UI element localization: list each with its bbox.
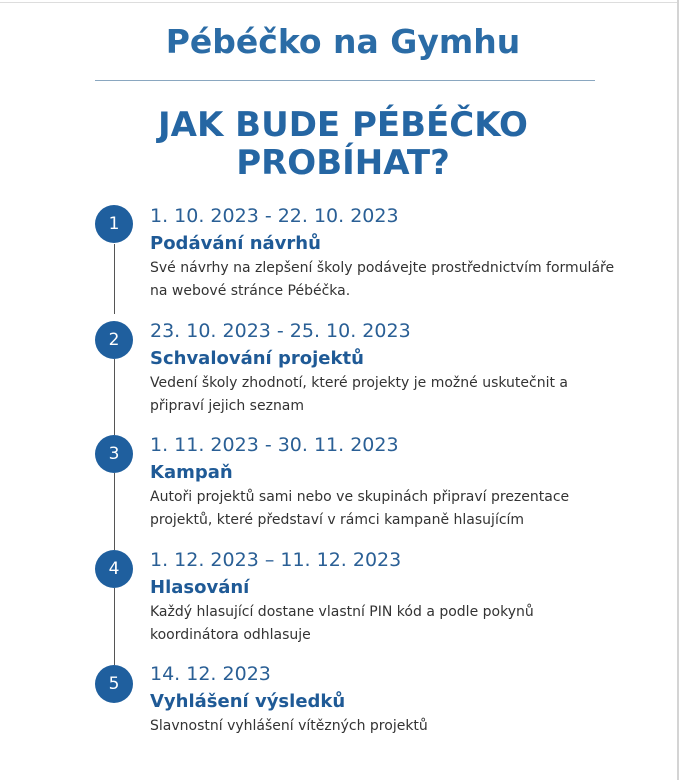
timeline-connector: [114, 244, 115, 314]
step-description: Své návrhy na zlepšení školy podávejte p…: [150, 260, 615, 299]
step-number-badge: 1: [95, 205, 133, 243]
step-title: Hlasování: [150, 577, 250, 598]
timeline-connector: [114, 359, 115, 435]
step-date: 23. 10. 2023 - 25. 10. 2023: [150, 320, 411, 342]
page-edge-right: [677, 0, 679, 780]
heading-line-1: JAK BUDE PÉBÉČKO: [158, 105, 528, 145]
step-number-badge: 3: [95, 435, 133, 473]
step-number-badge: 4: [95, 550, 133, 588]
step-title: Schvalování projektů: [150, 348, 364, 369]
timeline-connector: [114, 588, 115, 665]
step-date: 1. 12. 2023 – 11. 12. 2023: [150, 549, 402, 571]
step-description: Každý hlasující dostane vlastní PIN kód …: [150, 604, 534, 643]
step-title: Vyhlášení výsledků: [150, 691, 346, 712]
timeline-connector: [114, 473, 115, 550]
step-number-badge: 2: [95, 321, 133, 359]
page-title: Pébéčko na Gymhu: [165, 22, 521, 61]
section-heading: JAK BUDE PÉBÉČKO PROBÍHAT?: [0, 106, 686, 182]
step-description: Autoři projektů sami nebo ve skupinách p…: [150, 489, 570, 528]
step-date: 1. 10. 2023 - 22. 10. 2023: [150, 205, 399, 227]
step-date: 1. 11. 2023 - 30. 11. 2023: [150, 434, 399, 456]
step-description: Slavnostní vyhlášení vítězných projektů: [150, 718, 428, 734]
divider: [95, 80, 595, 81]
step-title: Kampaň: [150, 462, 233, 483]
step-date: 14. 12. 2023: [150, 663, 271, 685]
step-description: Vedení školy zhodnotí, které projekty je…: [150, 375, 568, 414]
step-title: Podávání návrhů: [150, 233, 321, 254]
heading-line-2: PROBÍHAT?: [236, 143, 450, 183]
step-number-badge: 5: [95, 665, 133, 703]
page-edge-top: [0, 2, 677, 3]
